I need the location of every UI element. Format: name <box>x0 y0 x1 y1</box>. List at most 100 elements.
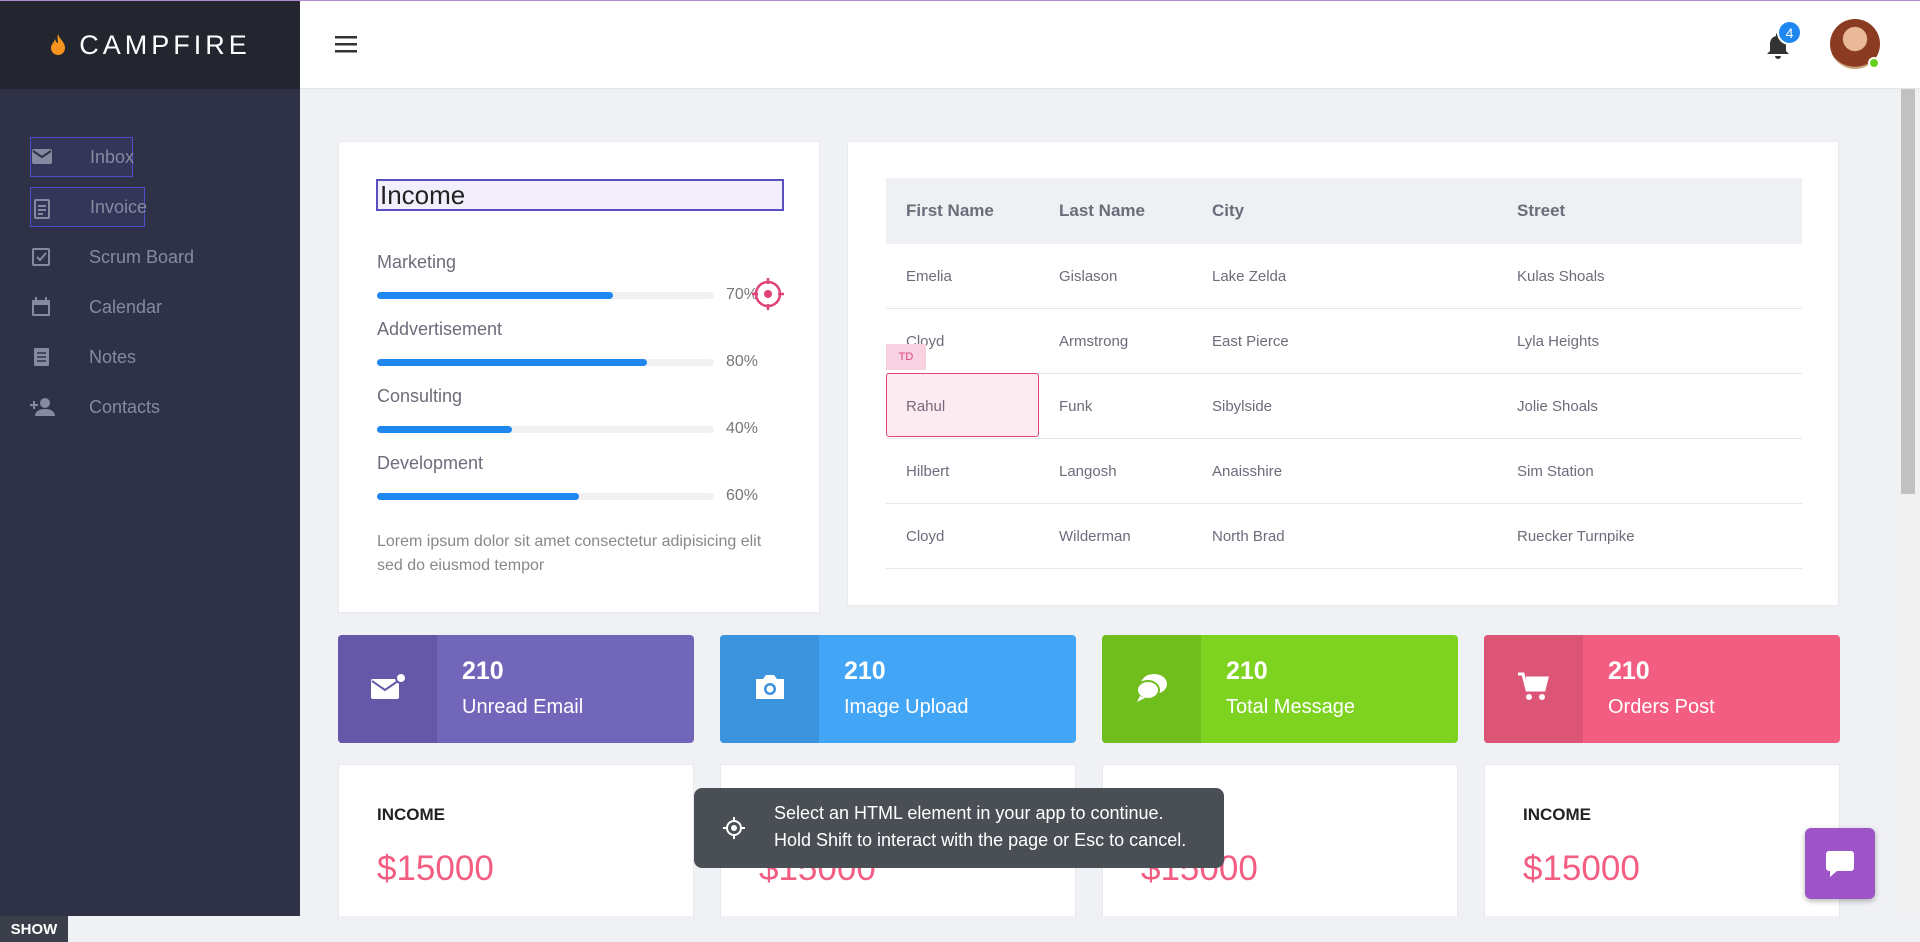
menu-button[interactable] <box>335 34 359 54</box>
stat-box[interactable]: 210 Image Upload <box>720 635 1076 743</box>
table-row-border <box>886 308 1802 309</box>
selected-cell <box>886 373 1039 437</box>
table-cell: Langosh <box>1059 463 1117 480</box>
topbar: 4 <box>300 1 1920 89</box>
table-cell: Ruecker Turnpike <box>1517 528 1635 545</box>
nav-icon-svg <box>34 348 49 366</box>
nav-icon <box>30 396 56 423</box>
progress-value: 60% <box>726 487 759 504</box>
nav-label: Invoice <box>90 196 148 217</box>
progress-value: 80% <box>726 353 759 370</box>
stat-icon <box>1135 671 1169 708</box>
income-card: Income Lorem ipsum dolor sit amet consec… <box>338 141 820 613</box>
nav-item[interactable]: Calendar <box>30 287 290 327</box>
progress-track <box>377 426 714 433</box>
stat-icon-area <box>338 635 437 743</box>
stat-value: 210 <box>462 657 504 685</box>
nav-item[interactable]: Scrum Board <box>30 237 290 277</box>
income-summary-card: INCOME $15000 <box>338 764 694 942</box>
table-cell: Anaisshire <box>1212 463 1283 480</box>
stat-label: Unread Email <box>462 696 584 718</box>
table-cell: Jolie Shoals <box>1517 398 1598 415</box>
summary-amount: $15000 <box>377 849 494 888</box>
stat-label: Image Upload <box>844 696 969 718</box>
scroll-thumb[interactable] <box>1901 89 1915 494</box>
tooltip-line: Hold Shift to interact with the page or … <box>774 830 1187 850</box>
stat-icon <box>1517 671 1551 708</box>
stat-value: 210 <box>1226 657 1268 685</box>
progress-fill <box>377 292 613 299</box>
progress-fill <box>377 426 512 433</box>
table-cell: Rahul <box>906 398 946 415</box>
summary-title: INCOME <box>1523 805 1591 824</box>
table-cell: Hilbert <box>906 463 950 480</box>
table-cell: Wilderman <box>1059 528 1131 545</box>
nav-item[interactable]: Invoice <box>30 187 148 227</box>
nav-label: Calendar <box>89 296 163 317</box>
progress-label: Addvertisement <box>377 319 503 339</box>
table-row-border <box>886 373 1802 374</box>
summary-title: INCOME <box>377 805 445 824</box>
table-cell: Cloyd <box>906 528 945 545</box>
nav-icon-svg <box>32 297 50 316</box>
stat-icon-area <box>1102 635 1201 743</box>
table-row-border <box>886 568 1802 569</box>
stat-icon-svg <box>1517 672 1549 700</box>
sidebar: CAMPFIRE Inbox Invoice Scrum Board Calendar… <box>0 1 300 916</box>
nav-icon-svg <box>30 398 55 416</box>
nav-item[interactable]: Contacts <box>30 387 290 427</box>
footer <box>0 916 1920 942</box>
stat-icon <box>753 672 787 707</box>
progress-fill <box>377 493 580 500</box>
stat-icon <box>370 671 407 706</box>
progress-track <box>377 292 714 299</box>
table-row-border <box>886 438 1802 439</box>
stat-icon-area <box>1484 635 1583 743</box>
income-title: Income <box>376 179 784 211</box>
nav-label: Notes <box>89 346 137 367</box>
nav-icon <box>31 147 53 170</box>
scrollbar[interactable] <box>1898 89 1920 916</box>
nav-icon <box>30 246 52 273</box>
inspector-cursor <box>752 278 784 310</box>
income-summary-card: INCOME $15000 <box>1484 764 1840 942</box>
chat-icon <box>1826 851 1854 877</box>
nav-label: Scrum Board <box>89 246 195 267</box>
progress-track <box>377 359 714 366</box>
table-card: First Name Last Name City Street Emelia Gisl… <box>847 141 1839 606</box>
inspector-tooltip: Select an HTML element in your app to co… <box>694 788 1224 868</box>
nav-label: Contacts <box>89 396 161 417</box>
stat-icon-area <box>720 635 819 743</box>
progress-label: Marketing <box>377 252 457 272</box>
stat-value: 210 <box>844 657 886 685</box>
table-cell: Sibylside <box>1212 398 1273 415</box>
chat-button[interactable] <box>1805 828 1875 899</box>
stat-box[interactable]: 210 Orders Post <box>1484 635 1840 743</box>
table-header-cell: Street <box>1517 201 1566 220</box>
logo-icon <box>51 34 66 55</box>
table-cell: Funk <box>1059 398 1093 415</box>
logo[interactable]: CAMPFIRE <box>0 1 300 89</box>
progress-value: 40% <box>726 420 759 437</box>
show-button[interactable]: SHOW <box>0 916 68 942</box>
table-cell: North Brad <box>1212 528 1285 545</box>
progress-label: Development <box>377 453 484 473</box>
notification-badge: 4 <box>1777 20 1802 45</box>
table-cell: East Pierce <box>1212 333 1289 350</box>
table-cell: Lyla Heights <box>1517 333 1599 350</box>
table-header: First Name Last Name City Street <box>886 178 1802 244</box>
stat-box[interactable]: 210 Total Message <box>1102 635 1458 743</box>
nav-icon <box>31 197 53 224</box>
nav-icon-svg <box>34 199 50 219</box>
progress-label: Consulting <box>377 386 463 406</box>
table-cell: Lake Zelda <box>1212 268 1287 285</box>
stat-box[interactable]: 210 Unread Email <box>338 635 694 743</box>
nav-item[interactable]: Notes <box>30 337 290 377</box>
table-header-cell: Last Name <box>1059 201 1145 220</box>
target-icon <box>723 817 745 839</box>
online-dot <box>1868 57 1880 69</box>
nav-icon-svg <box>32 248 50 266</box>
nav-item[interactable]: Inbox <box>30 137 134 177</box>
summary-amount: $15000 <box>1523 849 1640 888</box>
